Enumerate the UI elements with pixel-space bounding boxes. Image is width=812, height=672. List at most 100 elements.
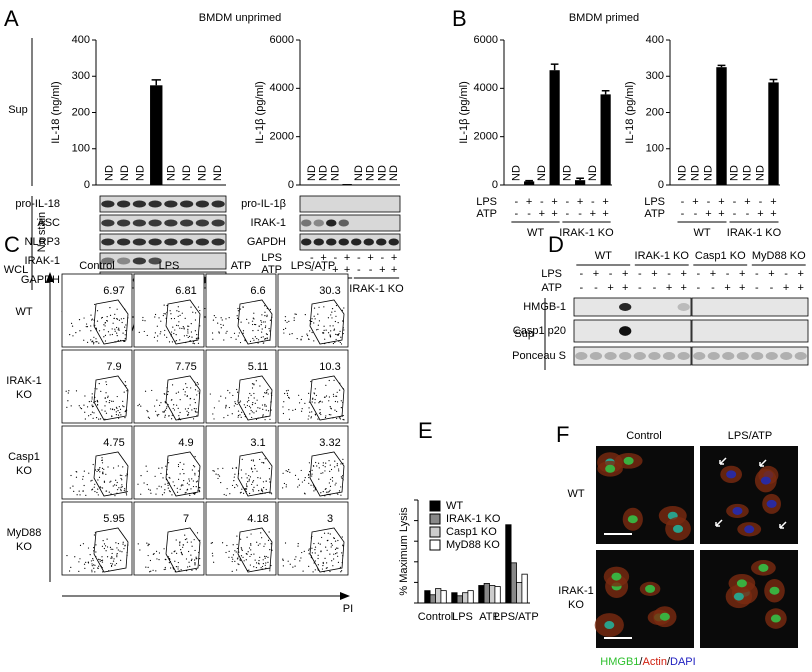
event-dot (174, 560, 176, 562)
sign: - (759, 196, 763, 208)
event-dot (185, 558, 188, 560)
x-tick-label: ATP (479, 611, 500, 623)
event-dot (120, 488, 122, 490)
event-dot (312, 397, 314, 399)
event-dot (230, 336, 232, 339)
event-dot (98, 558, 100, 560)
axis-title: No stain (36, 212, 48, 252)
event-dot (266, 390, 268, 392)
band (736, 352, 749, 360)
event-dot (188, 480, 191, 482)
event-dot (322, 464, 324, 467)
event-dot (160, 486, 162, 488)
event-dot (317, 542, 320, 544)
event-dot (148, 417, 151, 419)
gate (237, 527, 273, 573)
event-dot (100, 317, 103, 319)
event-dot (260, 324, 262, 326)
event-dot (83, 563, 86, 565)
event-dot (105, 473, 107, 475)
event-dot (244, 340, 246, 342)
event-dot (286, 321, 288, 323)
event-dot (93, 546, 95, 549)
event-dot (331, 560, 333, 562)
event-dot (191, 336, 193, 338)
event-dot (265, 562, 267, 564)
blot-label: ASC (37, 217, 60, 229)
sign: - (357, 252, 361, 264)
event-dot (323, 325, 325, 327)
event-dot (116, 326, 118, 329)
event-dot (142, 316, 144, 319)
value-label: ND (166, 165, 178, 181)
event-dot (341, 552, 343, 554)
event-dot (110, 565, 113, 567)
event-dot (170, 318, 173, 320)
event-dot (173, 409, 176, 411)
event-dot (105, 550, 107, 552)
sign: - (726, 268, 730, 280)
event-dot (233, 480, 235, 482)
event-dot (149, 571, 151, 573)
event-dot (317, 418, 319, 420)
cell-nucleus (744, 525, 755, 534)
event-dot (225, 494, 227, 496)
event-dot (250, 549, 252, 551)
event-dot (78, 561, 80, 563)
event-dot (166, 473, 168, 476)
event-dot (213, 561, 215, 563)
y-axis-title: IL-18 (pg/ml) (624, 81, 636, 143)
event-dot (177, 391, 180, 393)
value-label: ND (754, 165, 766, 181)
band (326, 219, 337, 227)
value-label: ND (388, 165, 400, 181)
event-dot (322, 462, 324, 464)
event-dot (184, 394, 186, 396)
event-dot (139, 549, 141, 551)
event-dot (213, 407, 216, 409)
event-dot (336, 463, 338, 465)
event-dot (255, 380, 257, 382)
event-dot (251, 320, 254, 322)
event-dot (261, 328, 263, 330)
event-dot (256, 337, 258, 340)
event-dot (282, 487, 284, 489)
event-dot (150, 570, 152, 572)
event-dot (249, 407, 252, 409)
event-dot (262, 562, 264, 565)
value-label: ND (689, 165, 701, 181)
event-dot (168, 341, 171, 343)
band (780, 352, 793, 360)
event-dot (164, 409, 167, 411)
band (313, 219, 324, 227)
event-dot (332, 325, 334, 327)
event-dot (147, 416, 150, 418)
event-dot (106, 316, 108, 318)
event-dot (264, 305, 266, 307)
sign: - (579, 282, 583, 294)
event-dot (225, 551, 227, 554)
event-dot (261, 314, 263, 316)
event-dot (210, 542, 212, 544)
event-dot (330, 543, 332, 545)
event-dot (186, 334, 188, 337)
event-dot (233, 405, 235, 407)
event-dot (177, 561, 179, 564)
event-dot (238, 563, 240, 566)
cell-nucleus (659, 612, 670, 621)
sign: + (602, 208, 608, 220)
event-dot (337, 561, 340, 564)
event-dot (178, 321, 180, 323)
event-dot (337, 555, 339, 557)
event-dot (246, 477, 248, 479)
event-dot (124, 417, 126, 419)
event-dot (161, 494, 164, 496)
event-dot (343, 329, 345, 331)
event-dot (194, 401, 196, 404)
event-dot (340, 571, 342, 573)
band (117, 257, 131, 265)
event-dot (328, 396, 330, 398)
event-dot (338, 490, 341, 492)
event-dot (116, 395, 118, 398)
event-dot (179, 339, 181, 341)
